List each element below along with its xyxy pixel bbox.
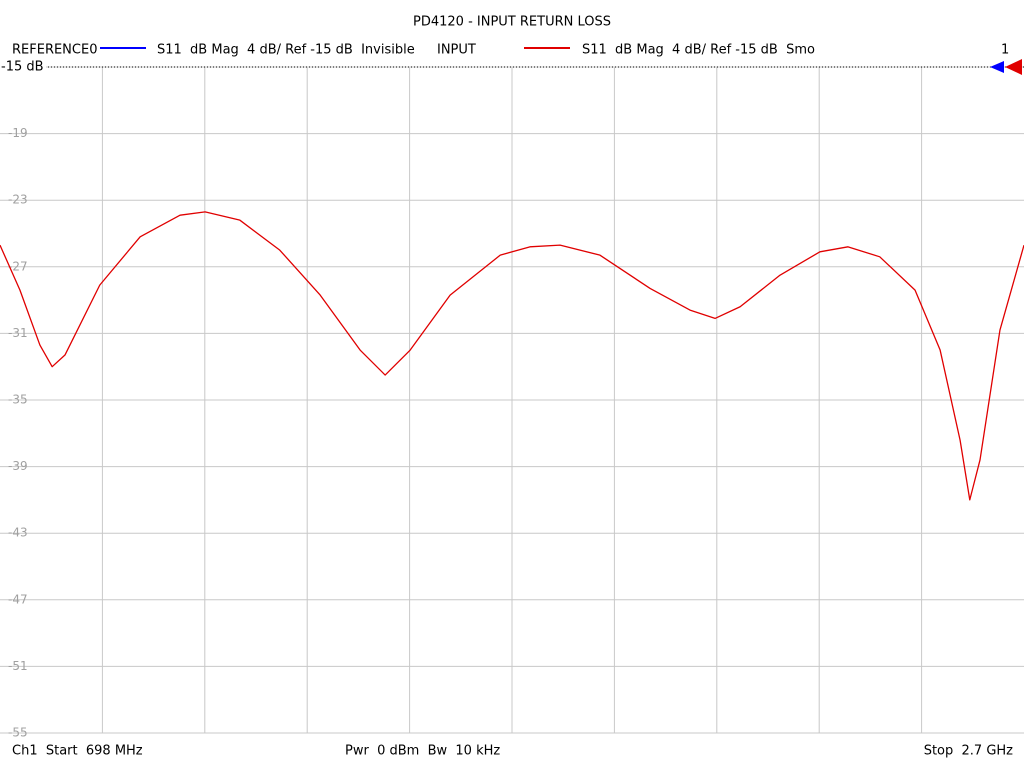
legend-description: S11 dB Mag 4 dB/ Ref -15 dB Smo <box>582 43 815 58</box>
y-tick-label: -55 <box>8 726 28 740</box>
reference-arrow <box>990 61 1004 73</box>
y-tick-label: -19 <box>8 126 28 140</box>
legend-description: S11 dB Mag 4 dB/ Ref -15 dB Invisible <box>157 43 415 58</box>
reference-arrow <box>1005 59 1022 75</box>
channel-marker: 1 <box>1001 43 1009 58</box>
footer-stop: Stop 2.7 GHz <box>924 744 1013 759</box>
reference-label-bg <box>0 59 46 73</box>
y-tick-label: -35 <box>8 393 28 407</box>
y-tick-label: -51 <box>8 659 28 673</box>
series-line <box>0 211 1024 501</box>
legend-label: INPUT <box>437 43 476 58</box>
y-tick-label: -31 <box>8 326 28 340</box>
reference-label: -15 dB <box>1 60 44 75</box>
y-tick-label: -43 <box>8 526 28 540</box>
legend-label: REFERENCE0 <box>12 43 97 58</box>
y-tick-label: -27 <box>8 259 28 273</box>
y-tick-label: -47 <box>8 592 28 606</box>
footer-power: Pwr 0 dBm Bw 10 kHz <box>345 744 500 759</box>
chart-title: PD4120 - INPUT RETURN LOSS <box>413 15 611 30</box>
y-tick-label: -23 <box>8 193 28 207</box>
footer-start: Ch1 Start 698 MHz <box>12 744 143 759</box>
y-tick-label: -39 <box>8 459 28 473</box>
